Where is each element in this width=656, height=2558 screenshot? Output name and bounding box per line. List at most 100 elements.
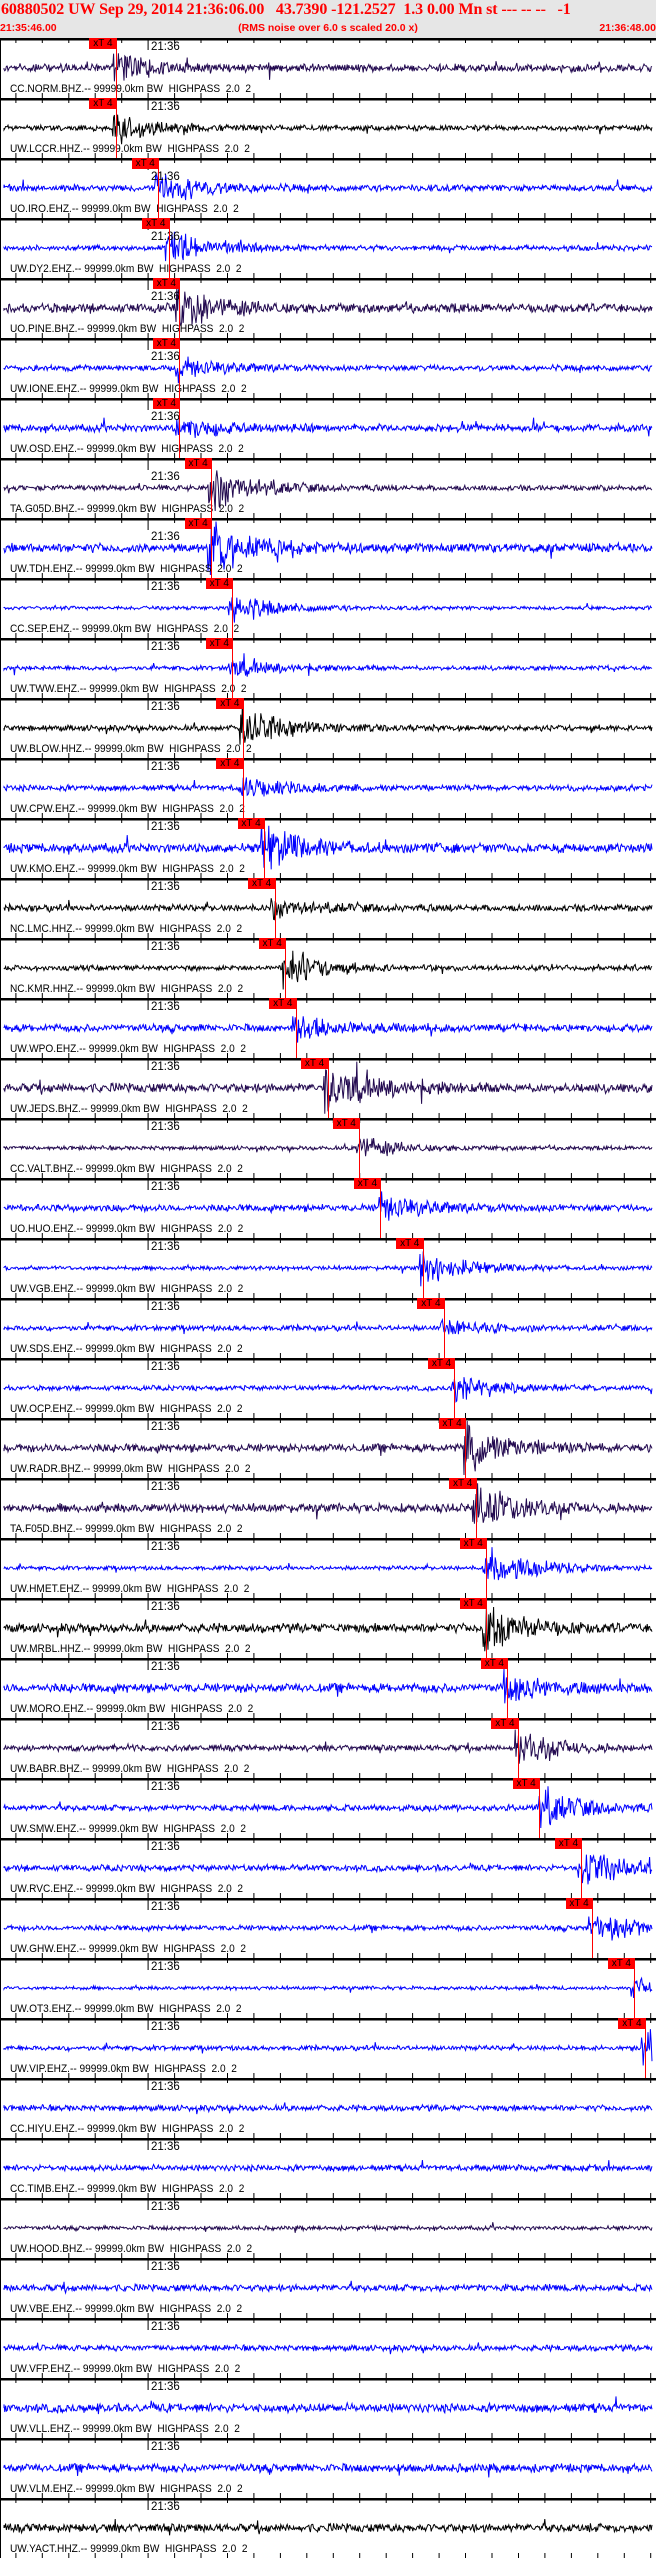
- pick-flag[interactable]: xT 4: [512, 1778, 540, 1789]
- trace-separator: [0, 2318, 656, 2321]
- trace-label: UO.IRO.EHZ.-- 99999.0km BW HIGHPASS 2.0 …: [10, 203, 239, 215]
- trace-label: UW.VBE.EHZ.-- 99999.0km BW HIGHPASS 2.0 …: [10, 2303, 243, 2315]
- pick-line[interactable]: [242, 758, 244, 818]
- pick-flag[interactable]: xT 4: [142, 218, 170, 229]
- pick-line[interactable]: [274, 878, 276, 938]
- pick-line[interactable]: [179, 338, 181, 398]
- pick-line[interactable]: [359, 1118, 361, 1178]
- pick-line[interactable]: [295, 998, 297, 1058]
- time-ticks: [15, 1418, 652, 1478]
- pick-line[interactable]: [592, 1898, 594, 1958]
- pick-flag[interactable]: xT 4: [554, 1838, 582, 1849]
- pick-line[interactable]: [211, 518, 213, 578]
- pick-line[interactable]: [422, 1238, 424, 1298]
- trace-label: UW.OCP.EHZ.-- 99999.0km BW HIGHPASS 2.0 …: [10, 1403, 243, 1415]
- pick-line[interactable]: [264, 818, 266, 878]
- pick-flag[interactable]: xT 4: [152, 338, 180, 349]
- pick-line[interactable]: [285, 938, 287, 998]
- trace-label: UW.GHW.EHZ.-- 99999.0km BW HIGHPASS 2.0 …: [10, 1943, 247, 1955]
- pick-line[interactable]: [634, 1958, 636, 2018]
- time-ticks: [15, 1838, 652, 1898]
- pick-flag[interactable]: xT 4: [427, 1358, 455, 1369]
- trace-separator: [0, 518, 656, 521]
- pick-flag[interactable]: xT 4: [449, 1478, 477, 1489]
- pick-line[interactable]: [380, 1178, 382, 1238]
- pick-flag[interactable]: xT 4: [438, 1418, 466, 1429]
- pick-line[interactable]: [115, 98, 117, 158]
- waveform: [3, 1317, 653, 1335]
- waveform: [3, 521, 653, 576]
- pick-line[interactable]: [179, 398, 181, 458]
- pick-flag[interactable]: xT 4: [459, 1598, 487, 1609]
- pick-line[interactable]: [486, 1598, 488, 1658]
- pick-flag[interactable]: xT 4: [301, 1058, 328, 1069]
- pick-line[interactable]: [517, 1718, 519, 1778]
- pick-flag[interactable]: xT 4: [417, 1298, 445, 1309]
- pick-line[interactable]: [179, 278, 181, 338]
- time-ticks: [15, 2318, 652, 2378]
- pick-line[interactable]: [168, 218, 170, 278]
- pick-flag[interactable]: xT 4: [237, 818, 265, 829]
- trace-plot: [0, 218, 656, 278]
- pick-line[interactable]: [327, 1058, 329, 1118]
- pick-line[interactable]: [242, 698, 244, 758]
- time-ticks: [15, 278, 652, 338]
- pick-line[interactable]: [507, 1658, 509, 1718]
- trace-row: 21:36 NC.LMC.HHZ.-- 99999.0km BW HIGHPASS…: [0, 878, 656, 938]
- pick-line[interactable]: [115, 38, 117, 98]
- pick-flag[interactable]: xT 4: [205, 578, 233, 589]
- pick-line[interactable]: [443, 1298, 445, 1358]
- pick-flag[interactable]: xT 4: [353, 1178, 381, 1189]
- waveform: [3, 1668, 653, 1704]
- pick-line[interactable]: [232, 638, 234, 698]
- pick-flag[interactable]: xT 4: [89, 38, 117, 49]
- trace-separator: [0, 338, 656, 341]
- pick-flag[interactable]: xT 4: [618, 2018, 646, 2029]
- pick-flag[interactable]: xT 4: [152, 398, 180, 409]
- pick-flag[interactable]: xT 4: [131, 158, 159, 169]
- trace-row: 21:36 UW.VLM.EHZ.-- 99999.0km BW HIGHPASS…: [0, 2438, 656, 2498]
- pick-line[interactable]: [158, 158, 160, 218]
- trace-label: UW.HOOD.BHZ.-- 99999.0km BW HIGHPASS 2.0…: [10, 2243, 253, 2255]
- pick-line[interactable]: [581, 1838, 583, 1898]
- pick-line[interactable]: [454, 1358, 456, 1418]
- pick-flag[interactable]: xT 4: [459, 1538, 487, 1549]
- pick-line[interactable]: [475, 1478, 477, 1538]
- waveform: [3, 1377, 653, 1403]
- pick-flag[interactable]: xT 4: [332, 1118, 360, 1129]
- time-mark-label: 21:36: [151, 1781, 180, 1793]
- pick-flag[interactable]: xT 4: [258, 938, 286, 949]
- trace-separator: [0, 2138, 656, 2141]
- pick-flag[interactable]: xT 4: [607, 1958, 635, 1969]
- pick-flag[interactable]: xT 4: [216, 698, 244, 709]
- time-ticks: [15, 998, 652, 1058]
- pick-flag[interactable]: xT 4: [480, 1658, 508, 1669]
- pick-flag[interactable]: xT 4: [269, 998, 297, 1009]
- trace-separator: [0, 1778, 656, 1781]
- trace-label: UW.HMET.EHZ.-- 99999.0km BW HIGHPASS 2.0…: [10, 1583, 250, 1595]
- pick-flag[interactable]: xT 4: [216, 758, 244, 769]
- pick-line[interactable]: [465, 1418, 467, 1478]
- pick-line[interactable]: [539, 1778, 541, 1838]
- pick-flag[interactable]: xT 4: [565, 1898, 593, 1909]
- time-ticks: [15, 218, 652, 278]
- pick-flag[interactable]: xT 4: [396, 1238, 424, 1249]
- time-mark-label: 21:36: [151, 2501, 180, 2513]
- pick-flag[interactable]: xT 4: [184, 518, 212, 529]
- trace-row: 21:36 UW.RVC.EHZ.-- 99999.0km BW HIGHPASS…: [0, 1838, 656, 1898]
- pick-flag[interactable]: xT 4: [248, 878, 276, 889]
- pick-flag[interactable]: xT 4: [491, 1718, 519, 1729]
- pick-line[interactable]: [644, 2018, 646, 2078]
- pick-line[interactable]: [486, 1538, 488, 1598]
- pick-line[interactable]: [232, 578, 234, 638]
- pick-flag[interactable]: xT 4: [205, 638, 233, 649]
- waveform: [3, 2462, 653, 2478]
- pick-flag[interactable]: xT 4: [152, 278, 180, 289]
- waveform: [3, 356, 653, 384]
- pick-flag[interactable]: xT 4: [184, 458, 212, 469]
- trace-label: UW.RVC.EHZ.-- 99999.0km BW HIGHPASS 2.0 …: [10, 1883, 244, 1895]
- pick-flag[interactable]: xT 4: [89, 98, 117, 109]
- trace-plot: [0, 1778, 656, 1838]
- pick-line[interactable]: [211, 458, 213, 518]
- trace-row: 21:36 UW.VFP.EHZ.-- 99999.0km BW HIGHPASS…: [0, 2318, 656, 2378]
